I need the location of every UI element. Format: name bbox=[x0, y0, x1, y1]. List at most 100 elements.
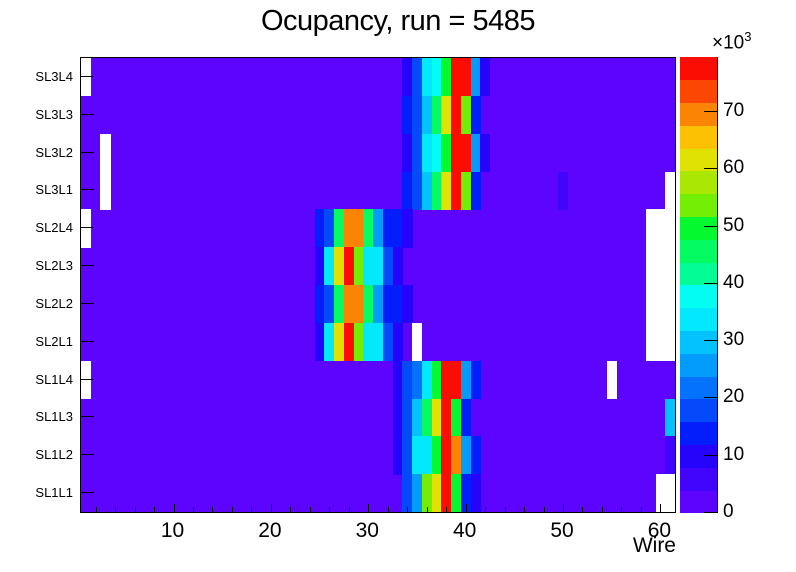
heatmap-cell bbox=[451, 58, 462, 97]
heatmap-cell bbox=[324, 247, 335, 286]
colorbar-band bbox=[680, 193, 717, 218]
x-minor-tick bbox=[621, 507, 623, 512]
colorbar-band bbox=[680, 216, 717, 240]
heatmap-cell bbox=[412, 436, 423, 475]
x-minor-tick bbox=[154, 507, 156, 512]
empty-bin bbox=[100, 171, 111, 210]
heatmap-cell bbox=[373, 209, 384, 248]
x-tick-label: 40 bbox=[452, 519, 477, 542]
colorbar-band bbox=[680, 421, 717, 446]
empty-bin bbox=[81, 209, 92, 248]
empty-bin bbox=[655, 209, 666, 248]
x-minor-tick bbox=[309, 507, 311, 512]
x-minor-tick bbox=[95, 507, 97, 512]
colorbar-tick bbox=[704, 225, 718, 227]
empty-bin bbox=[655, 322, 666, 362]
x-minor-tick bbox=[446, 507, 448, 512]
heatmap-cell bbox=[421, 436, 433, 475]
colorbar-tick-label: 10 bbox=[723, 443, 745, 465]
y-tick bbox=[81, 227, 94, 229]
x-major-tick bbox=[368, 504, 370, 512]
colorbar-tick bbox=[704, 282, 718, 284]
heatmap-cell bbox=[460, 133, 471, 172]
x-minor-tick bbox=[504, 507, 506, 512]
heatmap-cell bbox=[431, 171, 442, 210]
x-minor-tick bbox=[212, 507, 214, 512]
heatmap-cell bbox=[334, 285, 345, 324]
x-major-tick bbox=[465, 504, 467, 512]
x-major-tick bbox=[563, 504, 565, 512]
heatmap-cell bbox=[363, 247, 374, 286]
y-tick bbox=[81, 265, 94, 267]
heatmap-cell bbox=[451, 133, 462, 172]
row-label: SL1L4 bbox=[35, 371, 73, 387]
row-label: SL3L1 bbox=[35, 182, 73, 198]
heatmap-cell bbox=[441, 436, 452, 475]
y-tick bbox=[81, 416, 94, 418]
row-label: SL1L3 bbox=[35, 409, 73, 425]
colorbar-scale-label: ×103 bbox=[712, 29, 751, 54]
heatmap-cell bbox=[470, 360, 481, 399]
colorbar-band bbox=[680, 307, 717, 332]
heatmap-cell bbox=[480, 58, 491, 97]
heatmap-cell bbox=[665, 398, 675, 437]
heatmap-cell bbox=[402, 58, 413, 97]
empty-bin bbox=[81, 360, 92, 399]
row-label: SL2L4 bbox=[35, 220, 73, 236]
x-minor-tick bbox=[348, 507, 350, 512]
y-tick bbox=[81, 302, 94, 304]
heatmap-cell bbox=[353, 209, 364, 248]
heatmap-cell bbox=[324, 209, 335, 248]
heatmap-cell bbox=[470, 171, 481, 210]
x-minor-tick bbox=[640, 507, 642, 512]
colorbar-band bbox=[680, 376, 717, 400]
heatmap-cell bbox=[460, 436, 471, 475]
x-minor-tick bbox=[543, 507, 545, 512]
row-label: SL3L3 bbox=[35, 106, 73, 122]
heatmap-cell bbox=[421, 360, 433, 399]
heatmap-cell bbox=[402, 171, 413, 210]
heatmap-cell bbox=[470, 436, 481, 475]
heatmap-cell bbox=[441, 360, 452, 399]
x-major-tick bbox=[270, 504, 272, 512]
heatmap-cell bbox=[382, 247, 394, 286]
heatmap-cell bbox=[373, 285, 384, 324]
heatmap-cell bbox=[334, 322, 345, 362]
heatmap-cell bbox=[558, 171, 569, 210]
row-label: SL2L2 bbox=[35, 295, 73, 311]
y-tick bbox=[81, 492, 94, 494]
colorbar-tick-label: 60 bbox=[723, 157, 745, 179]
heatmap-cell bbox=[431, 133, 442, 172]
x-tick-label: 20 bbox=[258, 519, 282, 542]
heatmap-cell bbox=[421, 133, 433, 172]
colorbar-band bbox=[680, 330, 717, 354]
colorbar-band bbox=[680, 444, 717, 468]
empty-bin bbox=[645, 322, 657, 362]
heatmap-cell bbox=[431, 436, 442, 475]
heatmap-cell bbox=[460, 95, 471, 135]
heatmap-cell bbox=[451, 95, 462, 135]
heatmap-cell bbox=[470, 474, 481, 512]
heatmap-cell bbox=[353, 322, 364, 362]
y-tick bbox=[81, 75, 94, 77]
heatmap-cell bbox=[392, 398, 403, 437]
colorbar-tick bbox=[704, 168, 718, 170]
heatmap-cell bbox=[421, 95, 433, 135]
y-tick bbox=[81, 151, 94, 153]
x-tick-label: 30 bbox=[355, 519, 379, 542]
x-tick-label: 10 bbox=[160, 519, 185, 542]
heatmap-cell bbox=[412, 133, 423, 172]
y-tick bbox=[81, 189, 94, 191]
colorbar-tick-label: 20 bbox=[723, 386, 745, 408]
x-minor-tick bbox=[387, 507, 389, 512]
heatmap-cell bbox=[392, 322, 403, 362]
row-label: SL2L1 bbox=[35, 333, 73, 349]
heatmap-cell bbox=[460, 474, 471, 512]
row-label: SL3L2 bbox=[35, 144, 73, 160]
heatmap-cell bbox=[441, 95, 452, 135]
heatmap-cell bbox=[431, 58, 442, 97]
colorbar-tick-label: 30 bbox=[723, 329, 745, 351]
heatmap-cell bbox=[373, 247, 384, 286]
empty-bin bbox=[665, 171, 675, 210]
